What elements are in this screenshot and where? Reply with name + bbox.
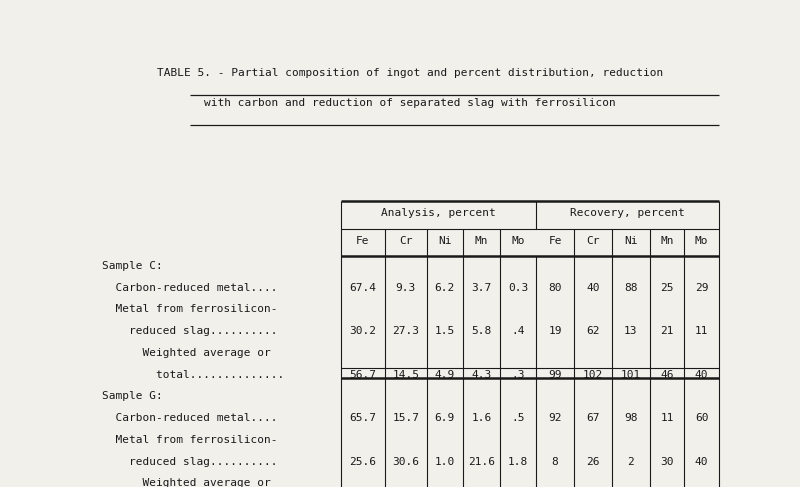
Text: 6.9: 6.9 [434, 413, 455, 423]
Text: 3.7: 3.7 [471, 282, 492, 293]
Text: Mo: Mo [511, 236, 525, 245]
Text: Mn: Mn [660, 236, 674, 245]
Text: 67: 67 [586, 413, 600, 423]
Text: Cr: Cr [399, 236, 413, 245]
Text: 27.3: 27.3 [392, 326, 419, 336]
Text: 21: 21 [660, 326, 674, 336]
Text: 98: 98 [624, 413, 638, 423]
Text: 40: 40 [586, 282, 600, 293]
Text: 11: 11 [694, 326, 708, 336]
Text: 92: 92 [548, 413, 562, 423]
Text: 26: 26 [586, 456, 600, 467]
Text: 1.6: 1.6 [471, 413, 492, 423]
Text: 8: 8 [552, 456, 558, 467]
Text: 88: 88 [624, 282, 638, 293]
Text: 25.6: 25.6 [349, 456, 376, 467]
Text: 65.7: 65.7 [349, 413, 376, 423]
Text: 80: 80 [548, 282, 562, 293]
Text: 102: 102 [583, 370, 603, 379]
Text: 25: 25 [660, 282, 674, 293]
Text: 40: 40 [694, 456, 708, 467]
Text: .5: .5 [511, 413, 525, 423]
Text: Fe: Fe [548, 236, 562, 245]
Text: Weighted average or: Weighted average or [102, 478, 270, 487]
Text: Carbon-reduced metal....: Carbon-reduced metal.... [102, 413, 278, 423]
Text: 4.9: 4.9 [434, 370, 455, 379]
Text: 0.3: 0.3 [508, 282, 529, 293]
Text: 29: 29 [694, 282, 708, 293]
Text: 19: 19 [548, 326, 562, 336]
Text: 14.5: 14.5 [392, 370, 419, 379]
Text: Mo: Mo [694, 236, 708, 245]
Text: 62: 62 [586, 326, 600, 336]
Text: 101: 101 [621, 370, 641, 379]
Text: Ni: Ni [438, 236, 451, 245]
Text: 5.8: 5.8 [471, 326, 492, 336]
Text: Recovery, percent: Recovery, percent [570, 208, 685, 218]
Text: Sample C:: Sample C: [102, 261, 162, 271]
Text: 30.6: 30.6 [392, 456, 419, 467]
Text: 67.4: 67.4 [349, 282, 376, 293]
Text: Mn: Mn [474, 236, 488, 245]
Text: 13: 13 [624, 326, 638, 336]
Text: 4.3: 4.3 [471, 370, 492, 379]
Text: .4: .4 [511, 326, 525, 336]
Text: 56.7: 56.7 [349, 370, 376, 379]
Text: 2: 2 [627, 456, 634, 467]
Text: 60: 60 [694, 413, 708, 423]
Text: 6.2: 6.2 [434, 282, 455, 293]
Text: 1.5: 1.5 [434, 326, 455, 336]
Text: Carbon-reduced metal....: Carbon-reduced metal.... [102, 282, 278, 293]
Text: Metal from ferrosilicon-: Metal from ferrosilicon- [102, 304, 278, 314]
Text: 11: 11 [660, 413, 674, 423]
Text: 9.3: 9.3 [396, 282, 416, 293]
Text: 46: 46 [660, 370, 674, 379]
Text: 21.6: 21.6 [468, 456, 495, 467]
Text: .3: .3 [511, 370, 525, 379]
Text: 15.7: 15.7 [392, 413, 419, 423]
Text: 40: 40 [694, 370, 708, 379]
Text: total..............: total.............. [102, 370, 284, 379]
Text: Analysis, percent: Analysis, percent [381, 208, 496, 218]
Text: 99: 99 [548, 370, 562, 379]
Text: TABLE 5. - Partial composition of ingot and percent distribution, reduction: TABLE 5. - Partial composition of ingot … [157, 68, 663, 78]
Text: Metal from ferrosilicon-: Metal from ferrosilicon- [102, 435, 278, 445]
Text: 1.0: 1.0 [434, 456, 455, 467]
Text: with carbon and reduction of separated slag with ferrosilicon: with carbon and reduction of separated s… [204, 98, 616, 108]
Text: 30: 30 [660, 456, 674, 467]
Text: 1.8: 1.8 [508, 456, 529, 467]
Text: Cr: Cr [586, 236, 600, 245]
Text: Weighted average or: Weighted average or [102, 348, 270, 358]
Text: Sample G:: Sample G: [102, 392, 162, 401]
Text: Ni: Ni [624, 236, 638, 245]
Text: reduced slag..........: reduced slag.......... [102, 456, 278, 467]
Text: Fe: Fe [356, 236, 370, 245]
Text: 30.2: 30.2 [349, 326, 376, 336]
Text: reduced slag..........: reduced slag.......... [102, 326, 278, 336]
